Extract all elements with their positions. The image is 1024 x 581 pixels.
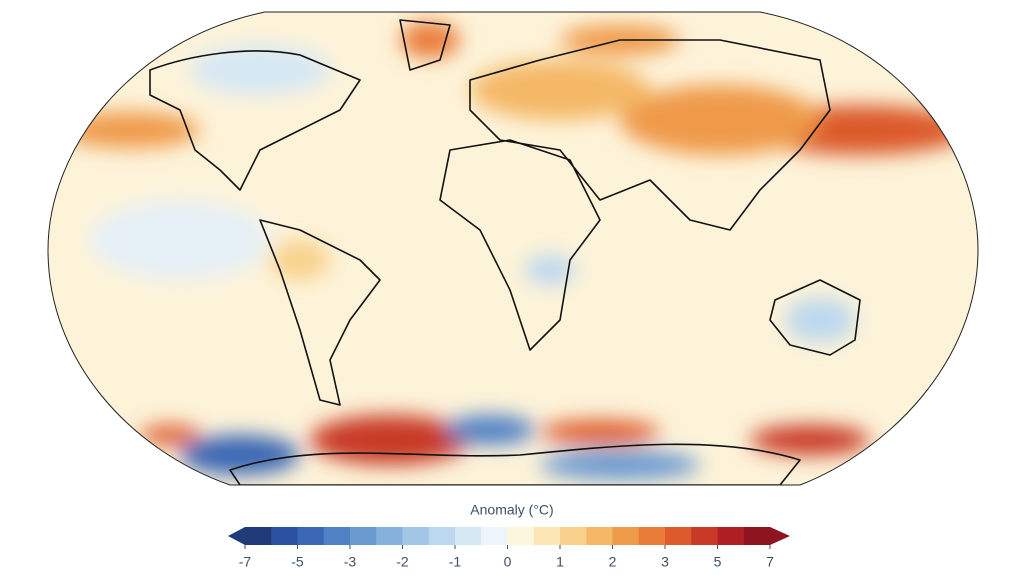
colorbar-tick-label: -5 xyxy=(291,554,304,570)
colorbar-segment xyxy=(297,527,325,545)
colorbar-segment xyxy=(560,527,587,545)
colorbar-segment xyxy=(612,527,640,545)
colorbar-tick-label: 3 xyxy=(661,554,669,570)
colorbar-segment xyxy=(638,527,666,545)
colorbar-extend-low xyxy=(228,527,245,545)
colorbar-segment xyxy=(428,527,456,545)
colorbar-tick-label: -2 xyxy=(396,554,409,570)
colorbar-segment xyxy=(586,527,613,545)
colorbar-segment xyxy=(691,527,718,545)
colorbar-tick-label: 1 xyxy=(556,554,564,570)
colorbar-segment xyxy=(743,527,771,545)
colorbar-tick-label: -1 xyxy=(449,554,462,570)
anomaly-map xyxy=(48,12,978,485)
colorbar-segment xyxy=(455,527,482,545)
colorbar-segment xyxy=(350,527,377,545)
colorbar: -7 -5 -3 -2 -1 0 1 2 3 5 7 xyxy=(228,527,790,570)
colorbar-segment xyxy=(481,527,508,545)
colorbar-tick-label: -7 xyxy=(239,554,252,570)
colorbar-title: Anomaly (°C) xyxy=(470,502,553,518)
colorbar-tick-label: -3 xyxy=(344,554,357,570)
colorbar-segment xyxy=(665,527,692,545)
colorbar-segment xyxy=(507,527,535,545)
colorbar-tick-label: 2 xyxy=(609,554,617,570)
colorbar-tick-label: 0 xyxy=(504,554,512,570)
colorbar-segment xyxy=(402,527,430,545)
colorbar-segment xyxy=(376,527,403,545)
colorbar-segment xyxy=(533,527,561,545)
colorbar-tick-label: 5 xyxy=(714,554,722,570)
colorbar-segment xyxy=(271,527,298,545)
colorbar-segment xyxy=(323,527,351,545)
colorbar-tick-label: 7 xyxy=(766,554,774,570)
colorbar-segment xyxy=(717,527,745,545)
colorbar-extend-high xyxy=(770,527,790,545)
map-outline xyxy=(47,11,979,486)
colorbar-segment xyxy=(245,527,272,545)
